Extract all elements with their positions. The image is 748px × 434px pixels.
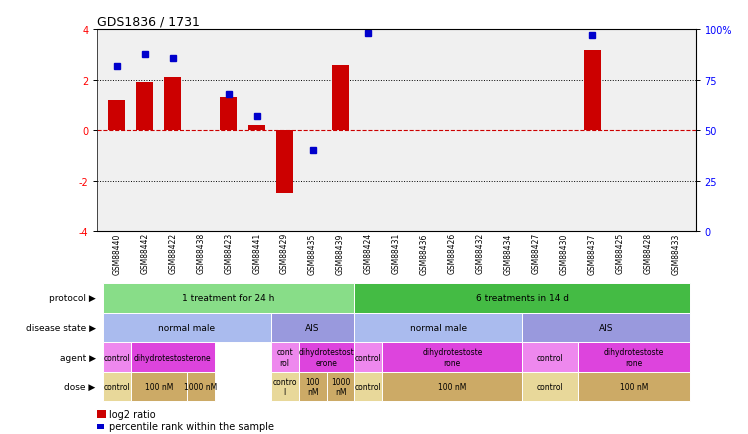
Text: GDS1836 / 1731: GDS1836 / 1731 (97, 15, 200, 28)
Bar (248, 126, 265, 131)
Text: control: control (355, 382, 381, 391)
Bar (583, 50, 601, 131)
Text: control: control (537, 353, 563, 362)
Text: disease state ▶: disease state ▶ (25, 323, 96, 332)
Text: AIS: AIS (305, 323, 320, 332)
Bar (332, 66, 349, 131)
Text: percentile rank within the sample: percentile rank within the sample (109, 421, 275, 431)
Bar (220, 98, 237, 131)
Text: dose ▶: dose ▶ (64, 382, 96, 391)
Text: 1 treatment for 24 h: 1 treatment for 24 h (183, 294, 275, 302)
Text: 6 treatments in 14 d: 6 treatments in 14 d (476, 294, 568, 302)
Text: 100 nM: 100 nM (144, 382, 173, 391)
Bar (136, 83, 153, 131)
Text: control: control (103, 353, 130, 362)
Text: normal male: normal male (410, 323, 467, 332)
Text: 1000
nM: 1000 nM (331, 377, 350, 396)
Bar (108, 101, 125, 131)
Text: 100 nM: 100 nM (620, 382, 649, 391)
Text: AIS: AIS (599, 323, 613, 332)
Text: dihydrotestost
erone: dihydrotestost erone (298, 348, 355, 367)
Text: protocol ▶: protocol ▶ (49, 294, 96, 302)
Text: log2 ratio: log2 ratio (109, 409, 156, 419)
Bar (276, 131, 293, 194)
Text: 1000 nM: 1000 nM (184, 382, 218, 391)
Text: agent ▶: agent ▶ (60, 353, 96, 362)
Text: 100
nM: 100 nM (305, 377, 320, 396)
Text: dihydrotestoste
rone: dihydrotestoste rone (604, 348, 664, 367)
Text: 100 nM: 100 nM (438, 382, 467, 391)
Text: control: control (355, 353, 381, 362)
Text: dihydrotestoste
rone: dihydrotestoste rone (422, 348, 482, 367)
Text: cont
rol: cont rol (276, 348, 293, 367)
Text: control: control (537, 382, 563, 391)
Bar (165, 78, 181, 131)
Text: dihydrotestosterone: dihydrotestosterone (134, 353, 212, 362)
Text: contro
l: contro l (272, 377, 297, 396)
Text: control: control (103, 382, 130, 391)
Text: normal male: normal male (158, 323, 215, 332)
